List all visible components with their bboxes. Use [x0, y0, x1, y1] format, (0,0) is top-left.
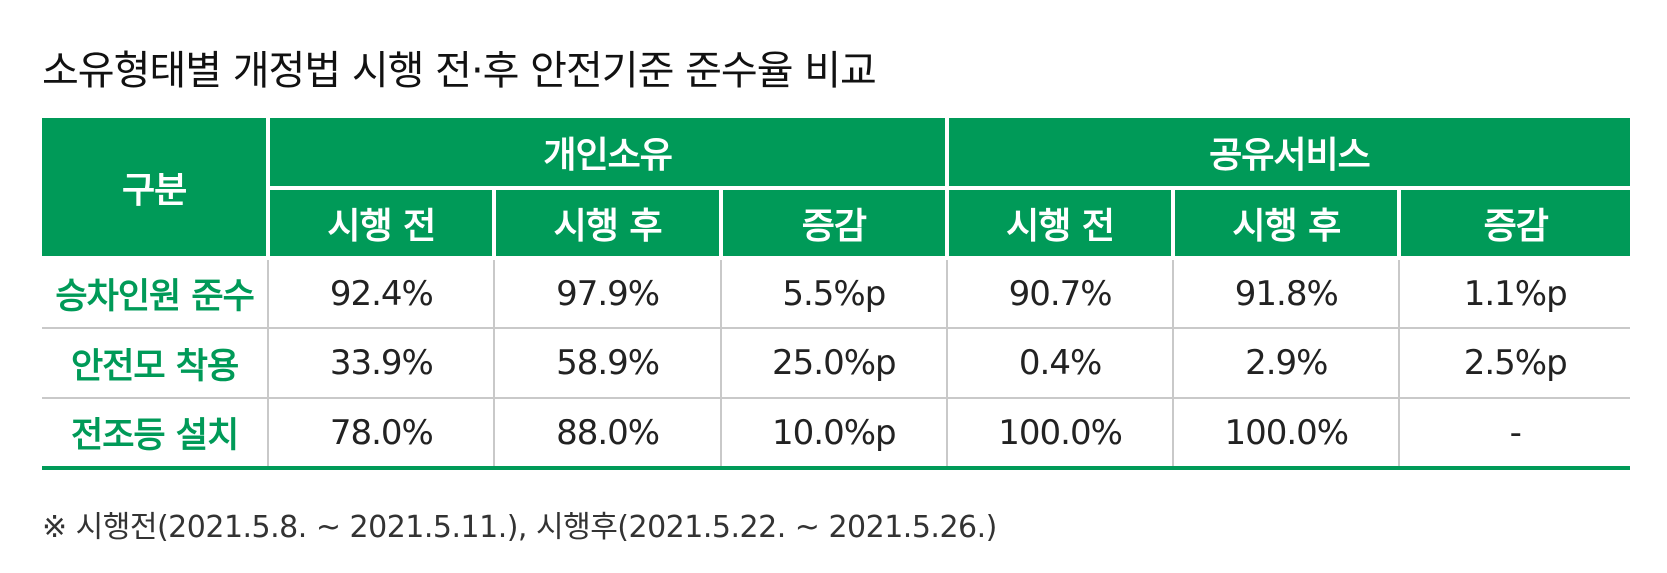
group-header-shared: 공유서비스: [944, 118, 1630, 190]
table-cell: 58.9%: [493, 328, 721, 399]
footnote: ※ 시행전(2021.5.8. ~ 2021.5.11.), 시행후(2021.…: [42, 510, 997, 545]
table-cell: 2.5%p: [1398, 328, 1630, 399]
table-cell: 91.8%: [1172, 258, 1400, 329]
table-cell: 92.4%: [267, 258, 495, 329]
row-label: 승차인원 준수: [42, 258, 269, 329]
table-cell: 90.7%: [945, 258, 1174, 329]
row-label: 안전모 착용: [42, 328, 269, 399]
table-title: 소유형태별 개정법 시행 전·후 안전기준 준수율 비교: [42, 48, 877, 94]
table-row: 안전모 착용 33.9% 58.9% 25.0%p 0.4% 2.9% 2.5%…: [42, 328, 1630, 399]
table-cell: 0.4%: [945, 328, 1174, 399]
col-header-shared-before: 시행 전: [944, 186, 1176, 260]
table-cell: 5.5%p: [719, 258, 947, 329]
col-header-shared-change: 증감: [1397, 186, 1630, 260]
table-cell: 78.0%: [267, 398, 495, 470]
table-cell: 100.0%: [945, 398, 1174, 470]
col-header-personal-change: 증감: [718, 186, 949, 260]
table-row: 전조등 설치 78.0% 88.0% 10.0%p 100.0% 100.0% …: [42, 398, 1630, 470]
group-header-personal: 개인소유: [266, 118, 949, 190]
row-label: 전조등 설치: [42, 398, 269, 470]
col-header-personal-before: 시행 전: [266, 186, 497, 260]
table-row: 승차인원 준수 92.4% 97.9% 5.5%p 90.7% 91.8% 1.…: [42, 258, 1630, 329]
table-cell: 88.0%: [493, 398, 721, 470]
table-cell: 33.9%: [267, 328, 495, 399]
table-cell: 10.0%p: [719, 398, 947, 470]
col-header-shared-after: 시행 후: [1171, 186, 1402, 260]
col-header-personal-after: 시행 후: [492, 186, 723, 260]
table-cell: 97.9%: [493, 258, 721, 329]
table-cell: 1.1%p: [1398, 258, 1630, 329]
compliance-table: 구분 개인소유 공유서비스 시행 전 시행 후 증감 시행 전 시행 후 증감 …: [42, 118, 1630, 470]
table-cell: 25.0%p: [719, 328, 947, 399]
table-cell: 100.0%: [1172, 398, 1400, 470]
corner-header: 구분: [42, 118, 271, 260]
table-cell: 2.9%: [1172, 328, 1400, 399]
table-cell: -: [1398, 398, 1630, 470]
